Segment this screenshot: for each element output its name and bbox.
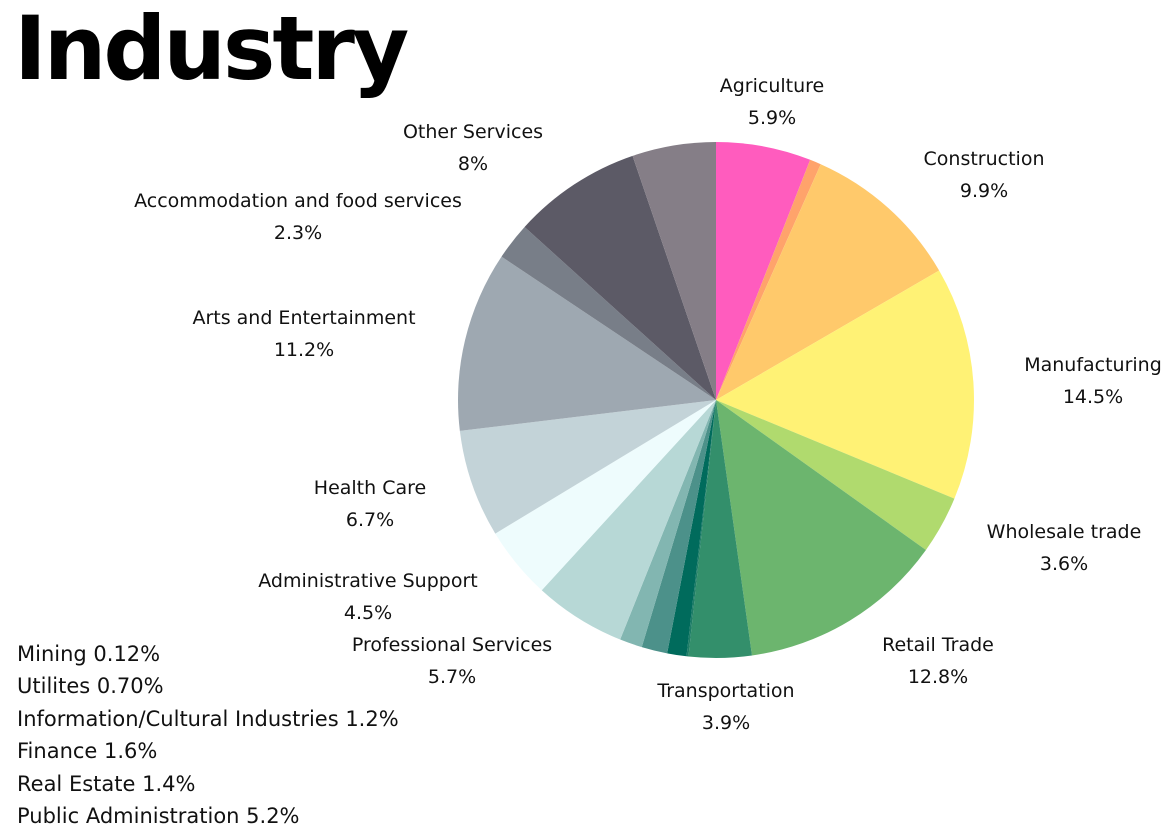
slice-label-health-care: Health Care 6.7% <box>314 472 426 536</box>
side-note: Mining 0.12% <box>17 642 161 666</box>
slice-label-arts-and-entertainment: Arts and Entertainment 11.2% <box>192 302 415 366</box>
pie-slice-public-administration <box>632 142 716 400</box>
pie-slice-health-care <box>459 400 716 534</box>
slice-label-value: 12.8% <box>907 666 969 688</box>
pie-slice-real-estate <box>620 400 716 648</box>
pie-slice-wholesale-trade <box>716 400 955 550</box>
slice-label-other-services: Other Services 8% <box>403 116 543 180</box>
slice-label-name: Transportation <box>657 680 795 702</box>
pie-slice-finance <box>641 400 716 654</box>
pie-slice-information-cultural-industries <box>667 400 716 657</box>
side-note: Finance 1.6% <box>17 739 158 764</box>
slice-label-value: 6.7% <box>345 509 395 531</box>
slice-label-name: Manufacturing <box>1024 354 1162 376</box>
slice-label-name: Professional Services <box>351 634 553 656</box>
slice-label-construction: Construction 9.9% <box>924 143 1045 207</box>
slice-label-name: Health Care <box>313 477 427 499</box>
pie-slice-manufacturing <box>716 270 974 499</box>
slice-label-value: 3.9% <box>701 712 751 734</box>
slice-label-name: Accommodation and food services <box>134 190 462 212</box>
page-title: Industry <box>14 0 409 100</box>
side-note: Information/Cultural Industries 1.2% <box>17 706 399 731</box>
side-note: Real Estate 1.4% <box>17 771 196 796</box>
slice-label-name: Arts and Entertainment <box>192 307 416 329</box>
slice-label-value: 9.9% <box>959 180 1009 202</box>
side-note: Public Administration 5.2% <box>17 804 300 829</box>
slice-label-manufacturing: Manufacturing 14.5% <box>1024 349 1162 413</box>
slice-label-value: 2.3% <box>273 222 323 244</box>
slice-label-name: Wholesale trade <box>986 521 1142 543</box>
pie-slice-mining <box>686 400 716 657</box>
slice-label-name: Agriculture <box>719 75 825 97</box>
pie-slice-professional-services <box>541 400 716 640</box>
slice-label-name: Other Services <box>402 121 544 143</box>
pie-slice-utilites <box>716 159 821 400</box>
pie-slice-transportation <box>688 400 752 658</box>
pie-slice-arts-and-entertainment <box>458 256 716 431</box>
pie-slice-other-services <box>524 155 716 400</box>
slice-label-professional-services: Professional Services 5.7% <box>352 629 552 693</box>
slice-label-retail-trade: Retail Trade 12.8% <box>882 629 994 693</box>
slice-label-name: Retail Trade <box>882 634 994 656</box>
pie-slice-agriculture <box>716 142 811 400</box>
slice-label-administrative-support: Administrative Support 4.5% <box>258 565 477 629</box>
side-note: Utilites 0.70% <box>17 674 164 699</box>
slice-label-name: Construction <box>923 148 1045 170</box>
slice-label-value: 4.5% <box>343 602 393 624</box>
slice-label-value: 3.6% <box>1039 553 1089 575</box>
pie-slice-administrative-support <box>495 400 716 591</box>
slice-label-value: 11.2% <box>273 339 335 361</box>
slice-label-transportation: Transportation 3.9% <box>657 675 794 739</box>
slice-label-name: Administrative Support <box>258 570 478 592</box>
slice-label-accommodation-and-food-services: Accommodation and food services 2.3% <box>134 185 462 249</box>
side-notes: Mining 0.12% Utilites 0.70% Information/Cu… <box>17 638 399 832</box>
slice-label-value: 8% <box>457 153 489 175</box>
slice-label-agriculture: Agriculture 5.9% <box>720 70 825 134</box>
pie-slice-retail-trade <box>716 400 926 656</box>
slice-label-value: 5.7% <box>427 666 477 688</box>
slice-label-value: 5.9% <box>747 107 797 129</box>
pie-slice-construction <box>716 164 940 400</box>
slice-label-value: 14.5% <box>1062 386 1124 408</box>
slice-label-wholesale-trade: Wholesale trade 3.6% <box>987 516 1142 580</box>
pie-slice-accommodation-and-food-services <box>501 227 716 400</box>
